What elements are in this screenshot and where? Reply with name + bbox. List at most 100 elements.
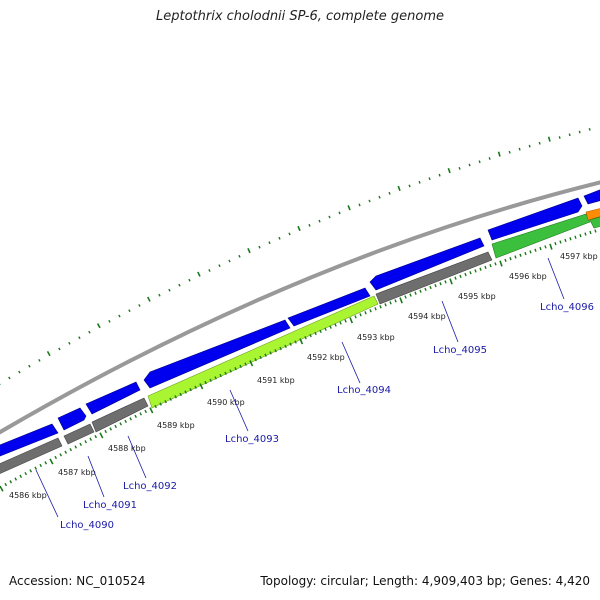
tick-mark <box>188 278 191 282</box>
tick-mark <box>589 230 592 235</box>
leader-line <box>87 455 105 498</box>
tick-mark <box>39 463 43 468</box>
tick-mark <box>197 271 201 277</box>
tick-mark <box>588 127 591 131</box>
tick-mark <box>338 211 341 215</box>
tick-mark <box>258 245 261 249</box>
tick-mark <box>134 414 137 419</box>
reverse-cds[interactable] <box>589 214 600 229</box>
tick-mark <box>304 336 307 340</box>
tick-mark <box>96 323 101 329</box>
tick-mark <box>454 276 457 280</box>
forward-cds[interactable] <box>369 237 485 291</box>
tick-mark <box>569 237 572 241</box>
tick-mark <box>518 147 521 151</box>
tick-mark <box>484 265 487 270</box>
kbp-label: 4596 kbp <box>509 272 547 281</box>
reverse-cds[interactable] <box>375 251 493 305</box>
tick-mark <box>497 151 501 157</box>
tick-mark <box>334 323 337 327</box>
gene-label[interactable]: Lcho_4095 <box>433 345 487 356</box>
forward-cds[interactable] <box>57 407 87 431</box>
tick-mark <box>469 271 472 275</box>
gene-label[interactable]: Lcho_4096 <box>540 302 594 313</box>
tick-mark <box>394 299 397 303</box>
tick-mark <box>164 399 167 404</box>
gene-label[interactable]: Lcho_4094 <box>337 385 391 396</box>
gene-label[interactable]: Lcho_4091 <box>83 500 137 511</box>
reverse-cds[interactable] <box>147 295 379 409</box>
forward-cds[interactable] <box>287 287 371 327</box>
tick-mark <box>429 285 432 290</box>
tick-mark <box>29 469 33 473</box>
map-title: Leptothrix cholodnii SP-6, complete geno… <box>156 9 444 24</box>
tick-mark <box>478 160 481 164</box>
tick-mark <box>154 404 157 409</box>
kbp-label: 4595 kbp <box>458 292 496 301</box>
tick-mark <box>209 378 212 382</box>
tick-mark <box>24 471 28 476</box>
tick-mark <box>18 370 21 374</box>
reverse-cds[interactable] <box>585 206 600 221</box>
tick-mark <box>118 314 121 318</box>
reverse-cds[interactable] <box>63 423 95 445</box>
gene-label[interactable]: Lcho_4092 <box>123 481 177 492</box>
forward-cds[interactable] <box>85 381 141 415</box>
genome-summary: Topology: circular; Length: 4,909,403 bp… <box>260 574 590 588</box>
tick-mark <box>329 325 332 329</box>
tick-mark <box>289 342 292 346</box>
kbp-scale: 4586 kbp 4587 kbp 4588 kbp 4589 kbp 4590… <box>9 252 598 500</box>
kbp-label: 4588 kbp <box>108 444 146 453</box>
forward-strand <box>0 186 600 460</box>
reverse-cds[interactable] <box>491 213 591 259</box>
tick-mark <box>424 287 427 292</box>
tick-mark <box>169 397 172 401</box>
tick-mark <box>449 278 453 285</box>
forward-cds[interactable] <box>143 319 291 389</box>
tick-mark <box>99 432 104 439</box>
forward-cds[interactable] <box>583 186 600 205</box>
tick-mark <box>38 358 41 362</box>
reverse-strand <box>0 206 600 478</box>
reverse-cds[interactable] <box>91 397 149 433</box>
tick-mark <box>89 437 92 441</box>
tick-mark <box>444 280 447 284</box>
tick-mark <box>314 331 317 336</box>
tick-mark <box>504 258 507 263</box>
leader-line <box>547 257 565 300</box>
tick-mark <box>574 235 577 239</box>
tick-mark <box>204 380 207 385</box>
tick-mark <box>139 412 142 416</box>
tick-mark <box>219 373 222 378</box>
tick-mark <box>264 353 267 357</box>
forward-cds[interactable] <box>487 197 583 241</box>
tick-mark <box>499 260 503 267</box>
tick-mark <box>554 241 557 246</box>
tick-mark <box>514 255 517 259</box>
tick-mark <box>189 387 192 392</box>
forward-cds[interactable] <box>0 423 59 460</box>
tick-mark <box>59 453 63 457</box>
tick-mark <box>369 309 372 313</box>
tick-mark <box>174 395 177 399</box>
leader-line <box>341 341 361 384</box>
leader-line <box>441 300 459 343</box>
tick-mark <box>584 232 587 236</box>
tick-mark <box>28 364 31 368</box>
tick-mark <box>324 327 327 331</box>
tick-mark <box>508 150 511 154</box>
tick-mark <box>319 329 322 334</box>
tick-mark <box>74 445 78 449</box>
tick-mark <box>218 264 221 268</box>
gene-label[interactable]: Lcho_4090 <box>60 520 114 531</box>
tick-mark <box>58 347 61 351</box>
tick-mark <box>468 163 471 167</box>
tick-mark <box>114 424 117 429</box>
tick-mark <box>268 241 271 245</box>
tick-mark <box>179 392 182 397</box>
backbone-ring <box>0 180 600 435</box>
tick-mark <box>178 283 181 287</box>
tick-mark <box>364 311 367 315</box>
gene-label[interactable]: Lcho_4093 <box>225 434 279 445</box>
reverse-cds[interactable] <box>0 437 63 478</box>
